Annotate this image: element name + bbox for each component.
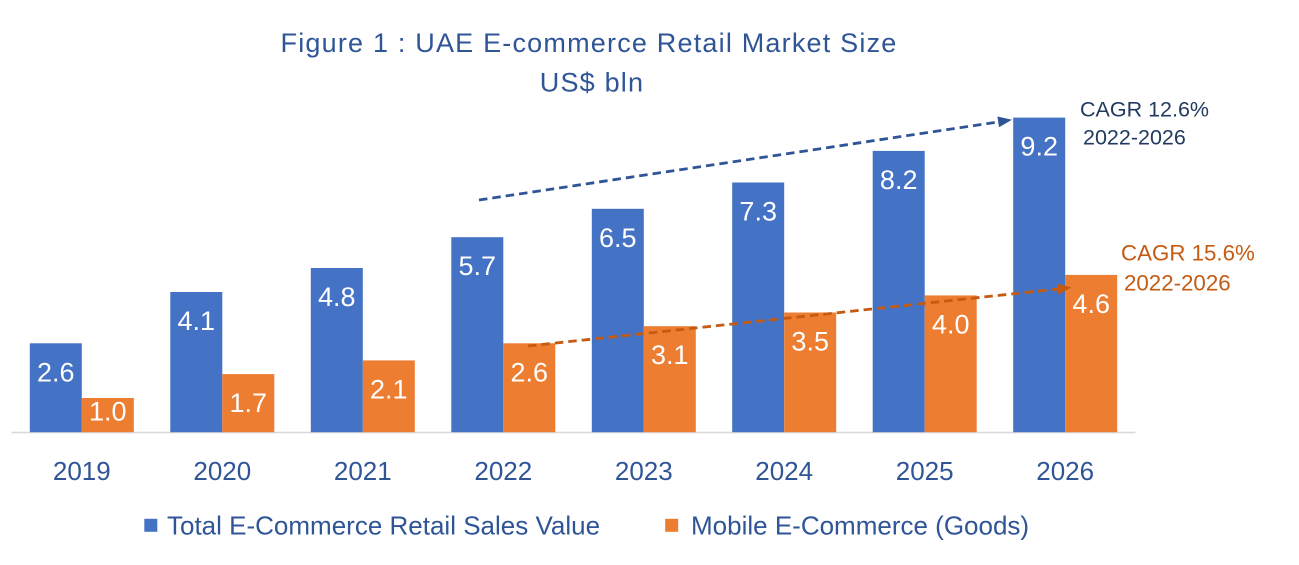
svg-text:Figure 1 : UAE E-commerce Reta: Figure 1 : UAE E-commerce Retail Market … <box>281 28 898 58</box>
svg-text:US$ bln: US$ bln <box>540 68 644 98</box>
svg-text:CAGR 15.6%: CAGR 15.6% <box>1121 240 1255 265</box>
svg-text:2.6: 2.6 <box>511 357 549 387</box>
svg-text:Mobile E-Commerce (Goods): Mobile E-Commerce (Goods) <box>691 511 1029 541</box>
svg-text:2.6: 2.6 <box>37 357 75 387</box>
svg-text:3.5: 3.5 <box>791 327 829 357</box>
svg-text:7.3: 7.3 <box>739 197 777 227</box>
svg-text:2026: 2026 <box>1036 456 1094 486</box>
svg-text:3.1: 3.1 <box>651 340 689 370</box>
svg-text:2.1: 2.1 <box>370 374 408 404</box>
svg-text:2023: 2023 <box>615 456 673 486</box>
svg-text:4.8: 4.8 <box>318 282 356 312</box>
svg-text:2019: 2019 <box>53 456 111 486</box>
svg-text:1.7: 1.7 <box>230 388 268 418</box>
svg-text:2025: 2025 <box>896 456 954 486</box>
svg-text:2021: 2021 <box>334 456 392 486</box>
svg-text:1.0: 1.0 <box>89 396 127 426</box>
svg-text:4.6: 4.6 <box>1072 289 1110 319</box>
svg-text:4.0: 4.0 <box>932 309 970 339</box>
svg-text:4.1: 4.1 <box>178 306 216 336</box>
svg-text:2022-2026: 2022-2026 <box>1124 271 1231 296</box>
svg-text:Total E-Commerce Retail Sales: Total E-Commerce Retail Sales Value <box>167 511 600 541</box>
svg-text:5.7: 5.7 <box>459 251 497 281</box>
svg-text:6.5: 6.5 <box>599 223 637 253</box>
svg-text:9.2: 9.2 <box>1020 132 1058 162</box>
svg-text:8.2: 8.2 <box>880 165 918 195</box>
svg-text:2020: 2020 <box>193 456 251 486</box>
svg-text:2022: 2022 <box>474 456 532 486</box>
svg-text:2022-2026: 2022-2026 <box>1083 125 1186 149</box>
svg-text:2024: 2024 <box>755 456 813 486</box>
svg-text:CAGR 12.6%: CAGR 12.6% <box>1080 98 1209 122</box>
